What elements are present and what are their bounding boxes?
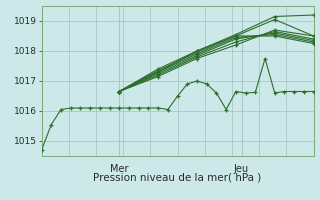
X-axis label: Pression niveau de la mer( hPa ): Pression niveau de la mer( hPa ) bbox=[93, 173, 262, 183]
Text: Mer: Mer bbox=[110, 164, 128, 174]
Text: Jeu: Jeu bbox=[234, 164, 249, 174]
